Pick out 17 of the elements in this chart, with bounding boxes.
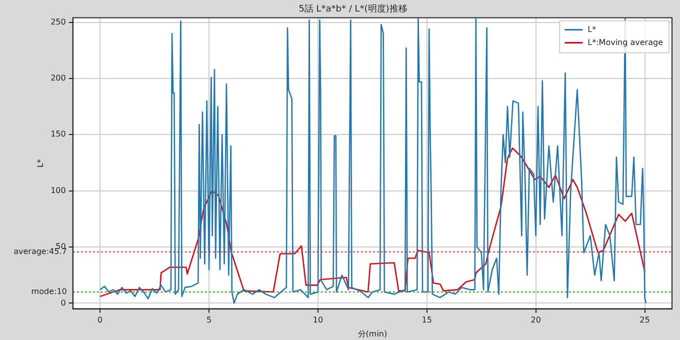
ref-line-label: mode:10 <box>31 287 67 296</box>
x-tick-label: 10 <box>312 316 324 325</box>
x-tick-label: 15 <box>422 316 432 325</box>
y-tick-label: 250 <box>50 17 66 26</box>
y-axis-title: L* <box>36 159 45 168</box>
y-tick-label: 200 <box>50 74 66 83</box>
x-axis-title: 分(min) <box>358 329 388 338</box>
x-tick-label: 0 <box>98 316 103 325</box>
legend-label: L* <box>588 24 596 34</box>
x-tick-label: 20 <box>530 316 541 325</box>
x-tick-label: 5 <box>206 316 212 325</box>
y-tick-label: 100 <box>50 186 66 195</box>
y-tick-label: 150 <box>50 130 66 139</box>
legend-label: L*:Moving average <box>588 38 664 47</box>
x-tick-label: 25 <box>640 316 650 325</box>
y-tick-label: 0 <box>60 298 66 308</box>
chart-title: 5話 L*a*b* / L*(明度)推移 <box>298 4 408 15</box>
